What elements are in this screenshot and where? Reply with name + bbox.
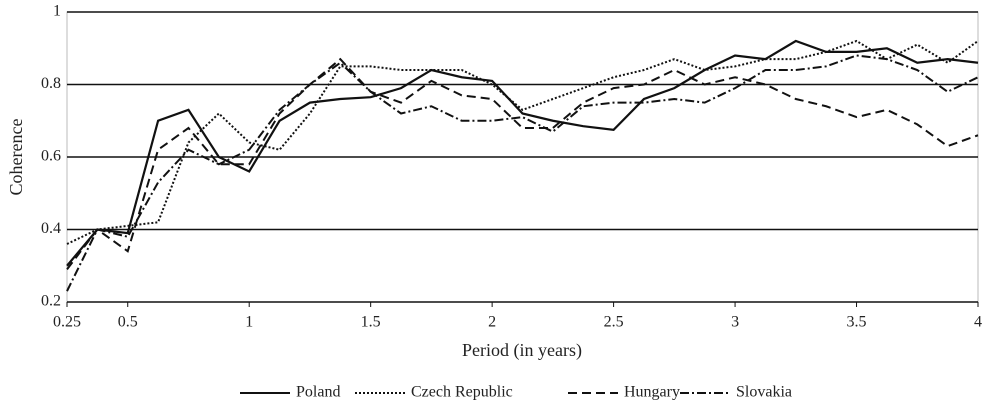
x-tick-label: 0.5 xyxy=(118,314,138,331)
series-line xyxy=(66,39,979,245)
y-tick-label: 0.8 xyxy=(41,75,61,92)
x-tick-label: 0.25 xyxy=(53,314,81,331)
x-axis-label: Period (in years) xyxy=(462,340,582,361)
x-tick-label: 4 xyxy=(974,314,982,331)
y-axis-label: Coherence xyxy=(6,119,26,196)
y-tick-label: 1 xyxy=(53,3,61,20)
series-line xyxy=(66,57,979,270)
y-tick-label: 0.6 xyxy=(41,148,61,165)
x-tick-label: 1.5 xyxy=(361,314,381,331)
series-line xyxy=(66,54,979,292)
legend-label: Czech Republic xyxy=(411,384,513,401)
legend-label: Hungary xyxy=(624,384,680,401)
x-tick-label: 2 xyxy=(488,314,496,331)
x-tick-label: 2.5 xyxy=(604,314,624,331)
x-tick-label: 1 xyxy=(245,314,253,331)
x-tick-label: 3 xyxy=(731,314,739,331)
series-line xyxy=(66,39,979,267)
y-tick-label: 0.2 xyxy=(41,293,61,310)
y-tick-label: 0.4 xyxy=(41,220,61,237)
legend-label: Poland xyxy=(296,384,340,401)
legend-label: Slovakia xyxy=(736,384,792,401)
x-tick-label: 3.5 xyxy=(847,314,867,331)
